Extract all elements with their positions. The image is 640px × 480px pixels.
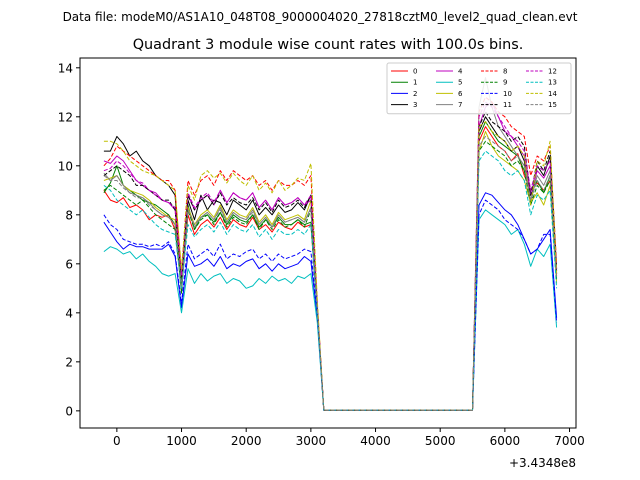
legend-label-1: 1 (413, 79, 417, 87)
y-tick-label: 10 (58, 159, 73, 173)
legend-box (386, 62, 572, 115)
legend-label-4: 4 (458, 68, 463, 76)
legend-label-5: 5 (458, 79, 462, 87)
x-tick-label: 5000 (425, 434, 456, 448)
legend-label-2: 2 (413, 90, 417, 98)
series-line-0 (103, 126, 558, 411)
series-line-3 (103, 116, 558, 411)
legend-label-3: 3 (413, 101, 417, 109)
legend-label-8: 8 (503, 68, 507, 76)
legend-label-6: 6 (458, 90, 463, 98)
series-line-5 (103, 209, 558, 411)
chart-title: Quadrant 3 module wise count rates with … (133, 37, 524, 53)
legend-label-10: 10 (503, 90, 512, 98)
legend-label-11: 11 (503, 101, 512, 109)
series-line-10 (103, 199, 558, 411)
x-tick-label: 3000 (296, 434, 327, 448)
legend-label-12: 12 (548, 68, 557, 76)
x-tick-label: 7000 (554, 434, 585, 448)
series-line-6 (103, 131, 558, 411)
y-tick-label: 0 (65, 404, 73, 418)
y-tick-label: 4 (65, 306, 73, 320)
plot-frame (79, 57, 577, 429)
legend-label-15: 15 (548, 101, 557, 109)
y-tick-label: 6 (65, 257, 73, 271)
series-line-4 (103, 101, 558, 411)
legend-label-7: 7 (458, 101, 462, 109)
legend-label-0: 0 (413, 68, 417, 76)
y-tick-label: 12 (58, 110, 73, 124)
series-line-15 (103, 135, 558, 411)
x-tick-label: 0 (113, 434, 121, 448)
x-axis-offset-label: +3.4348e8 (509, 456, 576, 470)
series-layer (103, 77, 558, 411)
x-tick-label: 6000 (490, 434, 521, 448)
x-tick-label: 1000 (166, 434, 197, 448)
legend-label-13: 13 (548, 79, 557, 87)
series-line-2 (103, 192, 558, 411)
series-line-11 (103, 111, 558, 411)
legend-label-9: 9 (503, 79, 507, 87)
series-line-13 (103, 150, 558, 411)
y-tick-label: 8 (65, 208, 73, 222)
series-line-14 (103, 121, 558, 411)
legend-label-14: 14 (548, 90, 557, 98)
figure-suptitle: Data file: modeM0/AS1A10_048T08_90000040… (63, 10, 578, 24)
y-tick-label: 14 (58, 61, 73, 75)
series-line-1 (103, 121, 558, 411)
y-tick-label: 2 (65, 355, 73, 369)
series-line-9 (103, 140, 558, 411)
x-tick-label: 2000 (231, 434, 262, 448)
x-tick-label: 4000 (360, 434, 391, 448)
series-line-12 (103, 101, 558, 411)
